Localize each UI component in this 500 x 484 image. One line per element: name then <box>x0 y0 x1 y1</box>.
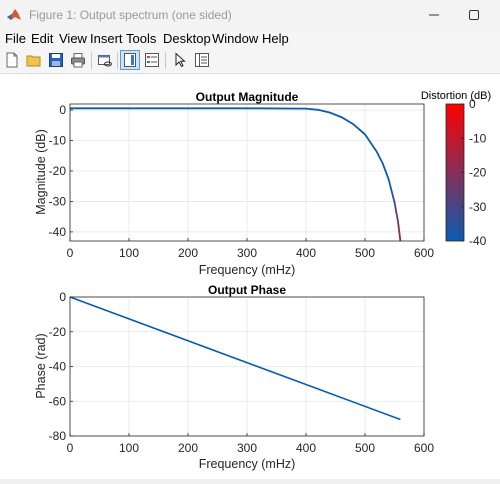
edit-plot-icon <box>175 52 186 68</box>
toolbar <box>0 47 500 74</box>
figure-svg: 0 100 200 300 400 500 600 0 -10 -20 -30 -40 Output … <box>34 90 491 471</box>
x-tick-label: 0 <box>67 441 74 455</box>
maximize-icon <box>469 10 479 20</box>
maximize-button[interactable] <box>462 6 486 24</box>
toolbar-separator <box>117 52 118 69</box>
new-figure-button[interactable] <box>2 50 22 70</box>
x-tick-label: 300 <box>237 246 257 260</box>
new-figure-icon <box>6 52 18 68</box>
y-tick-label: -20 <box>49 164 67 178</box>
phase-series-line <box>69 296 401 421</box>
magnitude-series-line <box>70 107 402 242</box>
menu-view[interactable]: View <box>59 31 87 46</box>
edit-plot-button[interactable] <box>170 50 190 70</box>
x-tick-label: 200 <box>178 441 198 455</box>
y-tick-label: -40 <box>49 360 67 374</box>
print-icon <box>71 53 85 68</box>
magnitude-title: Output Magnitude <box>196 90 299 104</box>
toolbar-separator <box>91 52 92 69</box>
magnitude-xlabel: Frequency (mHz) <box>199 263 296 277</box>
x-tick-label: 600 <box>414 441 434 455</box>
menu-file[interactable]: File <box>5 31 26 46</box>
menu-window[interactable]: Window <box>212 31 259 46</box>
minimize-icon <box>429 14 439 16</box>
colorbar-icon <box>124 53 136 67</box>
colorbar-button[interactable] <box>120 50 140 70</box>
x-tick-label: 600 <box>414 246 434 260</box>
figure-canvas: 0 100 200 300 400 500 600 0 -10 -20 -30 -40 Output … <box>0 74 500 479</box>
phase-ylabel: Phase (rad) <box>34 333 48 398</box>
property-inspector-icon <box>195 53 209 67</box>
link-plot-button[interactable] <box>95 50 115 70</box>
colorbar[interactable]: 0 -10 -20 -30 -40 Distortion (dB) <box>421 90 491 248</box>
save-button[interactable] <box>46 50 66 70</box>
magnitude-ticks: 0 100 200 300 400 500 600 0 -10 -20 -30 -40 <box>49 103 435 260</box>
menu-bar: File Edit View Insert Tools Desktop Wind… <box>0 30 500 47</box>
colorbar-label: Distortion (dB) <box>421 90 491 102</box>
y-tick-label: -20 <box>49 325 67 339</box>
x-tick-label: 0 <box>67 246 74 260</box>
y-tick-label: -60 <box>49 394 67 408</box>
title-bar: Figure 1: Output spectrum (one sided) <box>0 0 500 30</box>
y-tick-label: -30 <box>49 194 67 208</box>
x-tick-label: 100 <box>119 246 139 260</box>
colorbar-tick-label: -30 <box>469 200 487 214</box>
y-tick-label: -80 <box>49 429 67 443</box>
colorbar-ticks: 0 -10 -20 -30 -40 <box>461 97 487 248</box>
menu-help[interactable]: Help <box>262 31 289 46</box>
save-icon <box>49 53 63 67</box>
colorbar-tick-label: -10 <box>469 131 487 145</box>
x-tick-label: 300 <box>237 441 257 455</box>
magnitude-ylabel: Magnitude (dB) <box>34 129 48 214</box>
x-tick-label: 500 <box>355 246 375 260</box>
y-tick-label: 0 <box>59 103 66 117</box>
menu-edit[interactable]: Edit <box>31 31 54 46</box>
open-file-icon <box>26 55 41 67</box>
x-tick-label: 100 <box>119 441 139 455</box>
toolbar-separator <box>165 52 166 69</box>
y-tick-label: 0 <box>59 290 66 304</box>
phase-ticks: 0 100 200 300 400 500 600 0 -20 -40 -60 -80 <box>49 290 435 455</box>
link-plot-icon <box>98 55 112 67</box>
legend-icon <box>145 53 159 67</box>
property-inspector-button[interactable] <box>192 50 212 70</box>
matlab-icon <box>7 9 21 20</box>
legend-button[interactable] <box>142 50 162 70</box>
colorbar-tick-label: -40 <box>469 234 487 248</box>
colorbar-tick-label: 0 <box>469 97 476 111</box>
x-tick-label: 500 <box>355 441 375 455</box>
magnitude-axes[interactable]: 0 100 200 300 400 500 600 0 -10 -20 -30 -40 Output … <box>34 90 434 277</box>
x-tick-label: 400 <box>296 441 316 455</box>
menu-desktop[interactable]: Desktop <box>163 31 211 46</box>
x-tick-label: 200 <box>178 246 198 260</box>
phase-title: Output Phase <box>208 283 286 297</box>
menu-insert[interactable]: Insert <box>90 31 123 46</box>
x-tick-label: 400 <box>296 246 316 260</box>
phase-axes[interactable]: 0 100 200 300 400 500 600 0 -20 -40 -60 -80 Output … <box>34 283 434 471</box>
open-file-button[interactable] <box>24 50 44 70</box>
y-tick-label: -40 <box>49 225 67 239</box>
menu-tools[interactable]: Tools <box>126 31 157 46</box>
minimize-button[interactable] <box>422 6 446 24</box>
phase-xlabel: Frequency (mHz) <box>199 457 296 471</box>
y-tick-label: -10 <box>49 134 67 148</box>
window-title: Figure 1: Output spectrum (one sided) <box>29 8 232 22</box>
colorbar-tick-label: -20 <box>469 166 487 180</box>
print-button[interactable] <box>68 50 88 70</box>
